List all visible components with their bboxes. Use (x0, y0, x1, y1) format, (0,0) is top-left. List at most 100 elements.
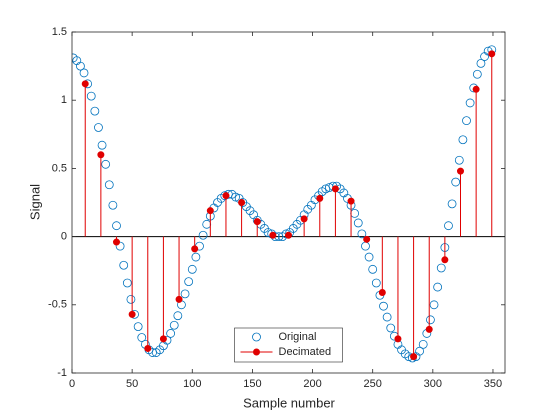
marker (418, 339, 428, 349)
stem-marker (113, 238, 121, 246)
x-tick-label: 200 (303, 378, 321, 390)
stem-marker (81, 80, 89, 88)
stem-marker (285, 231, 292, 239)
stem-marker (488, 50, 496, 58)
marker (173, 311, 183, 321)
y-axis-label: Signal (27, 184, 42, 220)
y-tick-label: 1.5 (52, 26, 67, 38)
marker (108, 200, 118, 210)
data-layer (72, 45, 497, 363)
legend-label: Decimated (279, 346, 332, 358)
marker (137, 333, 147, 342)
marker (231, 192, 240, 202)
marker (462, 116, 471, 126)
marker (415, 346, 425, 356)
legend-label: Original (279, 331, 317, 343)
y-tick-label: 0.5 (52, 162, 67, 174)
x-tick-label: 0 (69, 378, 75, 390)
stem-marker (347, 197, 355, 205)
legend-marker (253, 348, 260, 356)
stem-marker (394, 335, 402, 343)
marker (97, 140, 107, 150)
x-tick-label: 100 (183, 378, 201, 390)
marker (126, 294, 136, 304)
stem-marker (159, 335, 167, 343)
stem-marker (331, 185, 339, 193)
y-tick-label: 1 (61, 94, 67, 106)
marker (180, 289, 190, 299)
x-tick-label: 250 (364, 378, 382, 390)
stem-marker (97, 151, 105, 159)
stem-marker (316, 194, 324, 202)
marker (191, 252, 201, 262)
y-tick-label: -0.5 (48, 299, 67, 311)
legend-marker (252, 332, 261, 342)
stem-marker (253, 218, 261, 226)
marker (382, 312, 392, 322)
marker (447, 199, 457, 209)
marker (86, 91, 96, 101)
marker (101, 159, 111, 169)
marker (472, 69, 482, 79)
x-axis-label: Sample number (243, 395, 335, 410)
stem-marker (410, 353, 418, 361)
marker (169, 320, 179, 330)
stem-marker (269, 231, 277, 239)
marker (444, 221, 453, 231)
marker (386, 323, 396, 333)
stem-marker (191, 245, 199, 253)
stem-marker (378, 289, 386, 297)
marker (79, 68, 89, 78)
stem-marker (363, 235, 371, 243)
marker (429, 300, 439, 310)
x-tick-label: 350 (484, 378, 502, 390)
plot-area (72, 32, 505, 373)
marker (133, 322, 143, 332)
stem-marker (441, 256, 449, 264)
marker (94, 123, 103, 132)
marker (119, 260, 129, 270)
marker (353, 218, 363, 228)
stem-marker (144, 344, 152, 352)
marker (379, 301, 388, 311)
marker (187, 264, 197, 274)
marker (166, 329, 176, 338)
marker (357, 229, 367, 239)
marker (104, 180, 114, 190)
stem-marker (206, 207, 214, 215)
stem-marker (175, 295, 183, 303)
stem-marker (222, 192, 230, 200)
marker (198, 230, 208, 240)
stem-marker (472, 85, 480, 93)
marker (476, 58, 486, 68)
stem-marker (238, 199, 246, 206)
marker (364, 252, 374, 262)
y-tick-label: 0 (61, 231, 67, 243)
marker (436, 263, 446, 273)
marker (371, 278, 381, 288)
marker (122, 278, 132, 288)
marker (458, 135, 468, 145)
x-tick-label: 300 (424, 378, 442, 390)
stem-marker (128, 310, 136, 318)
x-tick-label: 50 (126, 378, 138, 390)
marker (76, 61, 85, 71)
axes-box (71, 31, 506, 374)
stem-marker (300, 215, 308, 223)
marker (90, 106, 100, 116)
marker (433, 282, 443, 292)
marker (465, 98, 475, 108)
y-tick-label: -1 (57, 367, 67, 379)
marker (368, 264, 378, 274)
stem-marker (425, 325, 433, 333)
marker (454, 155, 464, 165)
marker (451, 177, 461, 187)
legend-box (234, 327, 343, 363)
stem-marker (456, 167, 464, 175)
x-tick-label: 150 (243, 378, 261, 390)
legend: Original Decimated (234, 327, 343, 363)
marker (426, 315, 435, 325)
marker (112, 221, 121, 231)
